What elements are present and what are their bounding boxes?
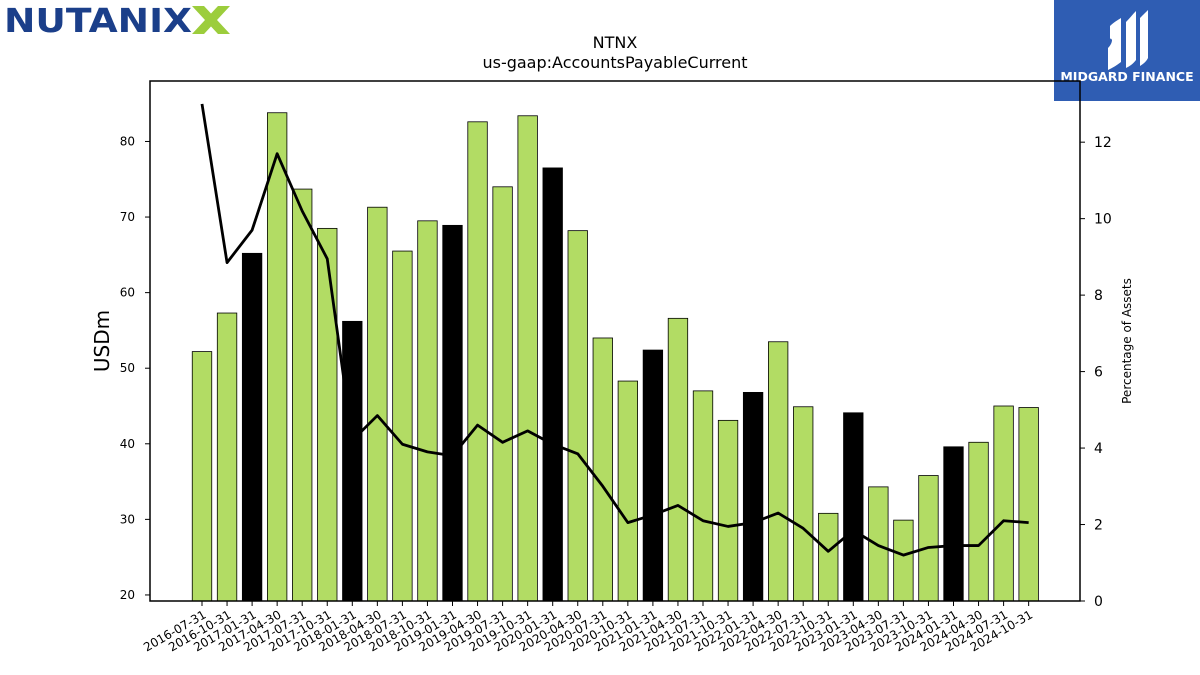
bar-series [191, 112, 1039, 602]
chart-title: NTNX [593, 33, 638, 52]
bar [717, 419, 739, 602]
bar [968, 441, 989, 602]
bar [1018, 407, 1039, 602]
bar [818, 512, 839, 602]
y2-axis-ticks: 0 2 4 6 8 10 12 [1080, 135, 1112, 610]
logo-x-mark [192, 6, 230, 34]
bar [342, 320, 363, 602]
logo-text: NUTANIX [4, 2, 192, 38]
y2-tick-label: 12 [1094, 135, 1112, 151]
bar [467, 121, 488, 602]
line-series [200, 103, 1029, 557]
bar [742, 391, 764, 602]
y2-tick-label: 8 [1094, 288, 1103, 304]
bar [667, 317, 689, 602]
bar [567, 230, 588, 602]
y-tick-label: 70 [120, 210, 135, 224]
y2-tick-label: 2 [1094, 518, 1103, 534]
bar [367, 206, 388, 602]
bar [492, 186, 513, 602]
midgard-finance-icon [1108, 10, 1148, 70]
bar [442, 224, 463, 602]
bar [392, 250, 413, 602]
bar [617, 380, 638, 602]
y-axis-label: USDm [90, 310, 114, 372]
bar [417, 220, 438, 602]
percentage-line [200, 103, 1029, 557]
bar [517, 115, 538, 602]
y-tick-label: 80 [120, 134, 135, 148]
y2-tick-label: 10 [1094, 212, 1112, 228]
y-tick-label: 30 [120, 512, 135, 526]
bar [592, 337, 613, 602]
bar [191, 351, 213, 602]
bar [918, 475, 939, 602]
bar [292, 188, 313, 602]
bar [317, 227, 338, 602]
y-tick-label: 20 [120, 588, 135, 602]
x-axis-ticks: 2016-07-312016-10-312017-01-312017-04-30… [141, 601, 1035, 654]
y2-tick-label: 6 [1094, 365, 1103, 381]
bar [843, 412, 864, 602]
nutanix-logo: NUTANIX [4, 2, 230, 38]
y-tick-label: 40 [120, 437, 135, 451]
bar [993, 405, 1014, 602]
y-tick-label: 60 [120, 286, 135, 300]
y-tick-label: 50 [120, 361, 135, 375]
y2-tick-label: 0 [1094, 594, 1103, 610]
y-axis-ticks: 20 30 40 50 60 70 80 [120, 134, 150, 602]
bar [216, 312, 238, 602]
bar [943, 446, 964, 602]
bar [241, 252, 263, 602]
bar [542, 167, 563, 602]
bar [793, 406, 814, 602]
bar [692, 390, 714, 602]
bar [642, 349, 664, 602]
chart-subtitle: us-gaap:AccountsPayableCurrent [482, 53, 747, 72]
midgard-finance-badge: MIDGARD FINANCE [1054, 0, 1200, 101]
badge-text: MIDGARD FINANCE [1060, 69, 1193, 84]
bar [893, 519, 914, 602]
bar [266, 112, 288, 602]
plot-frame [149, 80, 1081, 602]
y2-axis-label: Percentage of Assets [1120, 278, 1134, 404]
y2-tick-label: 4 [1094, 441, 1103, 457]
bar [768, 341, 789, 602]
